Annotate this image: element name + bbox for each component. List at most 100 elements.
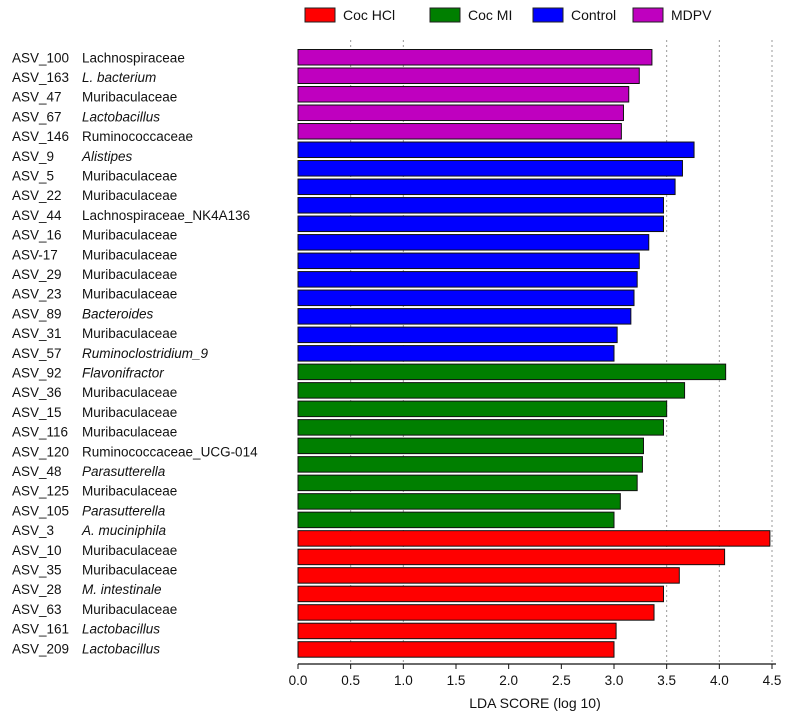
row-label-taxon: Muribaculaceae: [82, 562, 177, 577]
row-label-taxon: Ruminoclostridium_9: [82, 346, 209, 361]
row-label-asv: ASV_10: [12, 543, 62, 558]
row-label: ASV_48 Parasutterella: [12, 464, 166, 479]
bar-coc-mi: [297, 493, 621, 510]
bar-coc-hcl: [297, 548, 726, 566]
bar-control: [297, 345, 615, 362]
row-label: ASV_10 Muribaculaceae: [12, 543, 177, 558]
row-label-asv: ASV_161: [12, 622, 69, 637]
row-label-taxon: Ruminococcaceae_UCG-014: [82, 444, 258, 459]
row-label-asv: ASV_44: [12, 208, 62, 223]
row-label: ASV_89 Bacteroides: [12, 306, 154, 321]
row-label-taxon: Lachnospiraceae: [82, 50, 185, 65]
row-label-taxon: Parasutterella: [82, 503, 166, 518]
legend-swatch-mdpv: [632, 7, 664, 23]
row-label-taxon: Lactobacillus: [82, 622, 160, 637]
row-label: ASV_100 Lachnospiraceae: [12, 50, 185, 65]
legend-label-mdpv: MDPV: [671, 7, 712, 23]
x-tick-label: 4.0: [710, 673, 729, 688]
bar-coc-hcl: [297, 622, 617, 640]
bar-control: [297, 271, 638, 288]
row-label: ASV_120 Ruminococcaceae_UCG-014: [12, 444, 258, 459]
x-tick-label: 2.5: [552, 673, 571, 688]
row-label-asv: ASV_120: [12, 444, 69, 459]
legend-label-control: Control: [571, 7, 616, 23]
row-label: ASV_35 Muribaculaceae: [12, 562, 177, 577]
row-label-asv: ASV_9: [12, 149, 54, 164]
bar-coc-hcl: [297, 585, 665, 603]
row-label: ASV_92 Flavonifractor: [12, 365, 164, 380]
x-tick-label: 2.0: [499, 673, 518, 688]
row-label-taxon: Muribaculaceae: [82, 267, 177, 282]
x-tick-label: 1.5: [447, 673, 466, 688]
row-label: ASV_5 Muribaculaceae: [12, 168, 177, 183]
x-axis: 0.0 0.5 1.0 1.5 2.0 2.5 3.0 3.5 4.0 4.5: [289, 663, 782, 688]
row-label-asv: ASV_57: [12, 346, 62, 361]
legend-swatch-coc-mi: [429, 7, 461, 23]
bar-control: [297, 160, 683, 177]
row-label-taxon: Muribaculaceae: [82, 326, 177, 341]
row-label-taxon: Muribaculaceae: [82, 287, 177, 302]
row-label-taxon: Muribaculaceae: [82, 405, 177, 420]
row-label-taxon: Lactobacillus: [82, 641, 160, 656]
row-label: ASV_9 Alistipes: [12, 149, 133, 164]
row-label-taxon: Muribaculaceae: [82, 385, 177, 400]
row-label: ASV_31 Muribaculaceae: [12, 326, 177, 341]
row-label-asv: ASV_5: [12, 168, 54, 183]
x-tick-label: 4.5: [763, 673, 782, 688]
row-label-asv: ASV-17: [12, 247, 58, 262]
row-label: ASV_209 Lactobacillus: [12, 641, 160, 656]
bar-control: [297, 141, 695, 159]
row-label-asv: ASV_63: [12, 602, 62, 617]
row-label: ASV_63 Muribaculaceae: [12, 602, 177, 617]
row-label-asv: ASV_89: [12, 306, 62, 321]
legend-swatch-control: [532, 7, 564, 23]
bar-coc-mi: [297, 437, 644, 455]
bar-coc-hcl: [297, 530, 771, 547]
row-label-asv: ASV_36: [12, 385, 62, 400]
row-label-asv: ASV_3: [12, 523, 54, 538]
x-tick-label: 0.5: [341, 673, 360, 688]
row-label: ASV_15 Muribaculaceae: [12, 405, 177, 420]
row-label-asv: ASV_105: [12, 503, 69, 518]
bar-coc-mi: [297, 382, 686, 399]
x-tick-label: 3.5: [657, 673, 676, 688]
bar-coc-mi: [297, 511, 615, 529]
legend-swatch-coc-hcl: [304, 7, 336, 23]
row-label-asv: ASV_67: [12, 109, 62, 124]
row-label-asv: ASV_15: [12, 405, 62, 420]
bar-mdpv: [297, 67, 640, 85]
row-label-asv: ASV_16: [12, 228, 62, 243]
legend-label-coc-mi: Coc MI: [468, 7, 512, 23]
x-tick-label: 0.0: [289, 673, 308, 688]
bar-coc-mi: [297, 400, 668, 418]
row-label-taxon: Muribaculaceae: [82, 168, 177, 183]
x-tick-label: 3.0: [605, 673, 624, 688]
bar-mdpv: [297, 49, 653, 66]
row-label-asv: ASV_28: [12, 582, 62, 597]
bars: [297, 49, 771, 658]
row-label: ASV_163 L. bacterium: [12, 70, 156, 85]
legend-label-coc-hcl: Coc HCl: [343, 7, 395, 23]
row-label-asv: ASV_29: [12, 267, 62, 282]
bar-coc-mi: [297, 474, 638, 492]
x-tick-label: 1.0: [394, 673, 413, 688]
row-label: ASV_29 Muribaculaceae: [12, 267, 177, 282]
row-label-asv: ASV_31: [12, 326, 62, 341]
row-label-asv: ASV_35: [12, 562, 62, 577]
row-label-taxon: Muribaculaceae: [82, 247, 177, 262]
row-label: ASV_3 A. muciniphila: [12, 523, 167, 538]
row-label-taxon: Muribaculaceae: [82, 425, 177, 440]
row-label-asv: ASV_100: [12, 50, 69, 65]
row-label: ASV_47 Muribaculaceae: [12, 90, 177, 105]
bar-control: [297, 252, 640, 270]
row-label-taxon: Muribaculaceae: [82, 543, 177, 558]
row-label: ASV_44 Lachnospiraceae_NK4A136: [12, 208, 250, 223]
row-label-taxon: A. muciniphila: [81, 523, 167, 538]
row-label: ASV_67 Lactobacillus: [12, 109, 160, 124]
bar-coc-mi: [297, 363, 727, 381]
row-label-asv: ASV_92: [12, 365, 62, 380]
row-label-asv: ASV_116: [12, 425, 68, 440]
bar-control: [297, 326, 618, 344]
row-labels: ASV_100 Lachnospiraceae ASV_163 L. bacteriu…: [12, 50, 258, 656]
